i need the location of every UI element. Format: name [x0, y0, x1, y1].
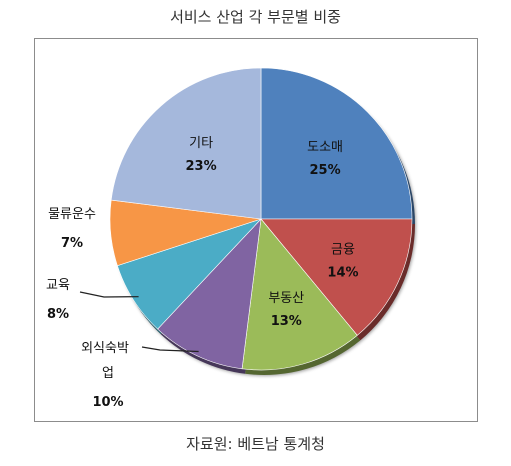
- slice-label-4-line1: 외식숙박: [81, 341, 129, 356]
- pie-slice-4: [157, 218, 262, 370]
- slice-percent-2: 14%: [327, 266, 358, 281]
- slice-percent-7: 23%: [186, 159, 217, 174]
- leader-line-5: [79, 291, 139, 298]
- slice-percent-5: 8%: [47, 307, 69, 322]
- slice-label-2: 금융: [331, 243, 355, 258]
- leader-lines: [79, 291, 199, 353]
- slice-label-7: 기타: [189, 136, 213, 151]
- slice-label-4-line2: 업: [102, 366, 114, 381]
- pie-slice-2: [260, 218, 413, 336]
- slice-percent-3: 13%: [271, 314, 302, 329]
- slice-label-5: 교육: [46, 278, 70, 293]
- slice-percent-6: 7%: [61, 236, 83, 251]
- slice-label-3: 부동산: [268, 291, 304, 306]
- pie-slice-3: [241, 218, 358, 371]
- leader-line-4: [141, 346, 199, 353]
- chart-title: 서비스 산업 각 부문별 비중: [170, 8, 341, 26]
- slice-label-6: 물류운수: [48, 207, 96, 222]
- pie-slice-7: [110, 67, 262, 220]
- source-note: 자료원: 베트남 통계청: [186, 435, 325, 453]
- slice-label-1: 도소매: [307, 140, 343, 155]
- pie-slices: [109, 67, 413, 371]
- pie-slice-1: [260, 67, 413, 220]
- slice-percent-4: 10%: [92, 395, 123, 410]
- slice-percent-1: 25%: [310, 163, 341, 178]
